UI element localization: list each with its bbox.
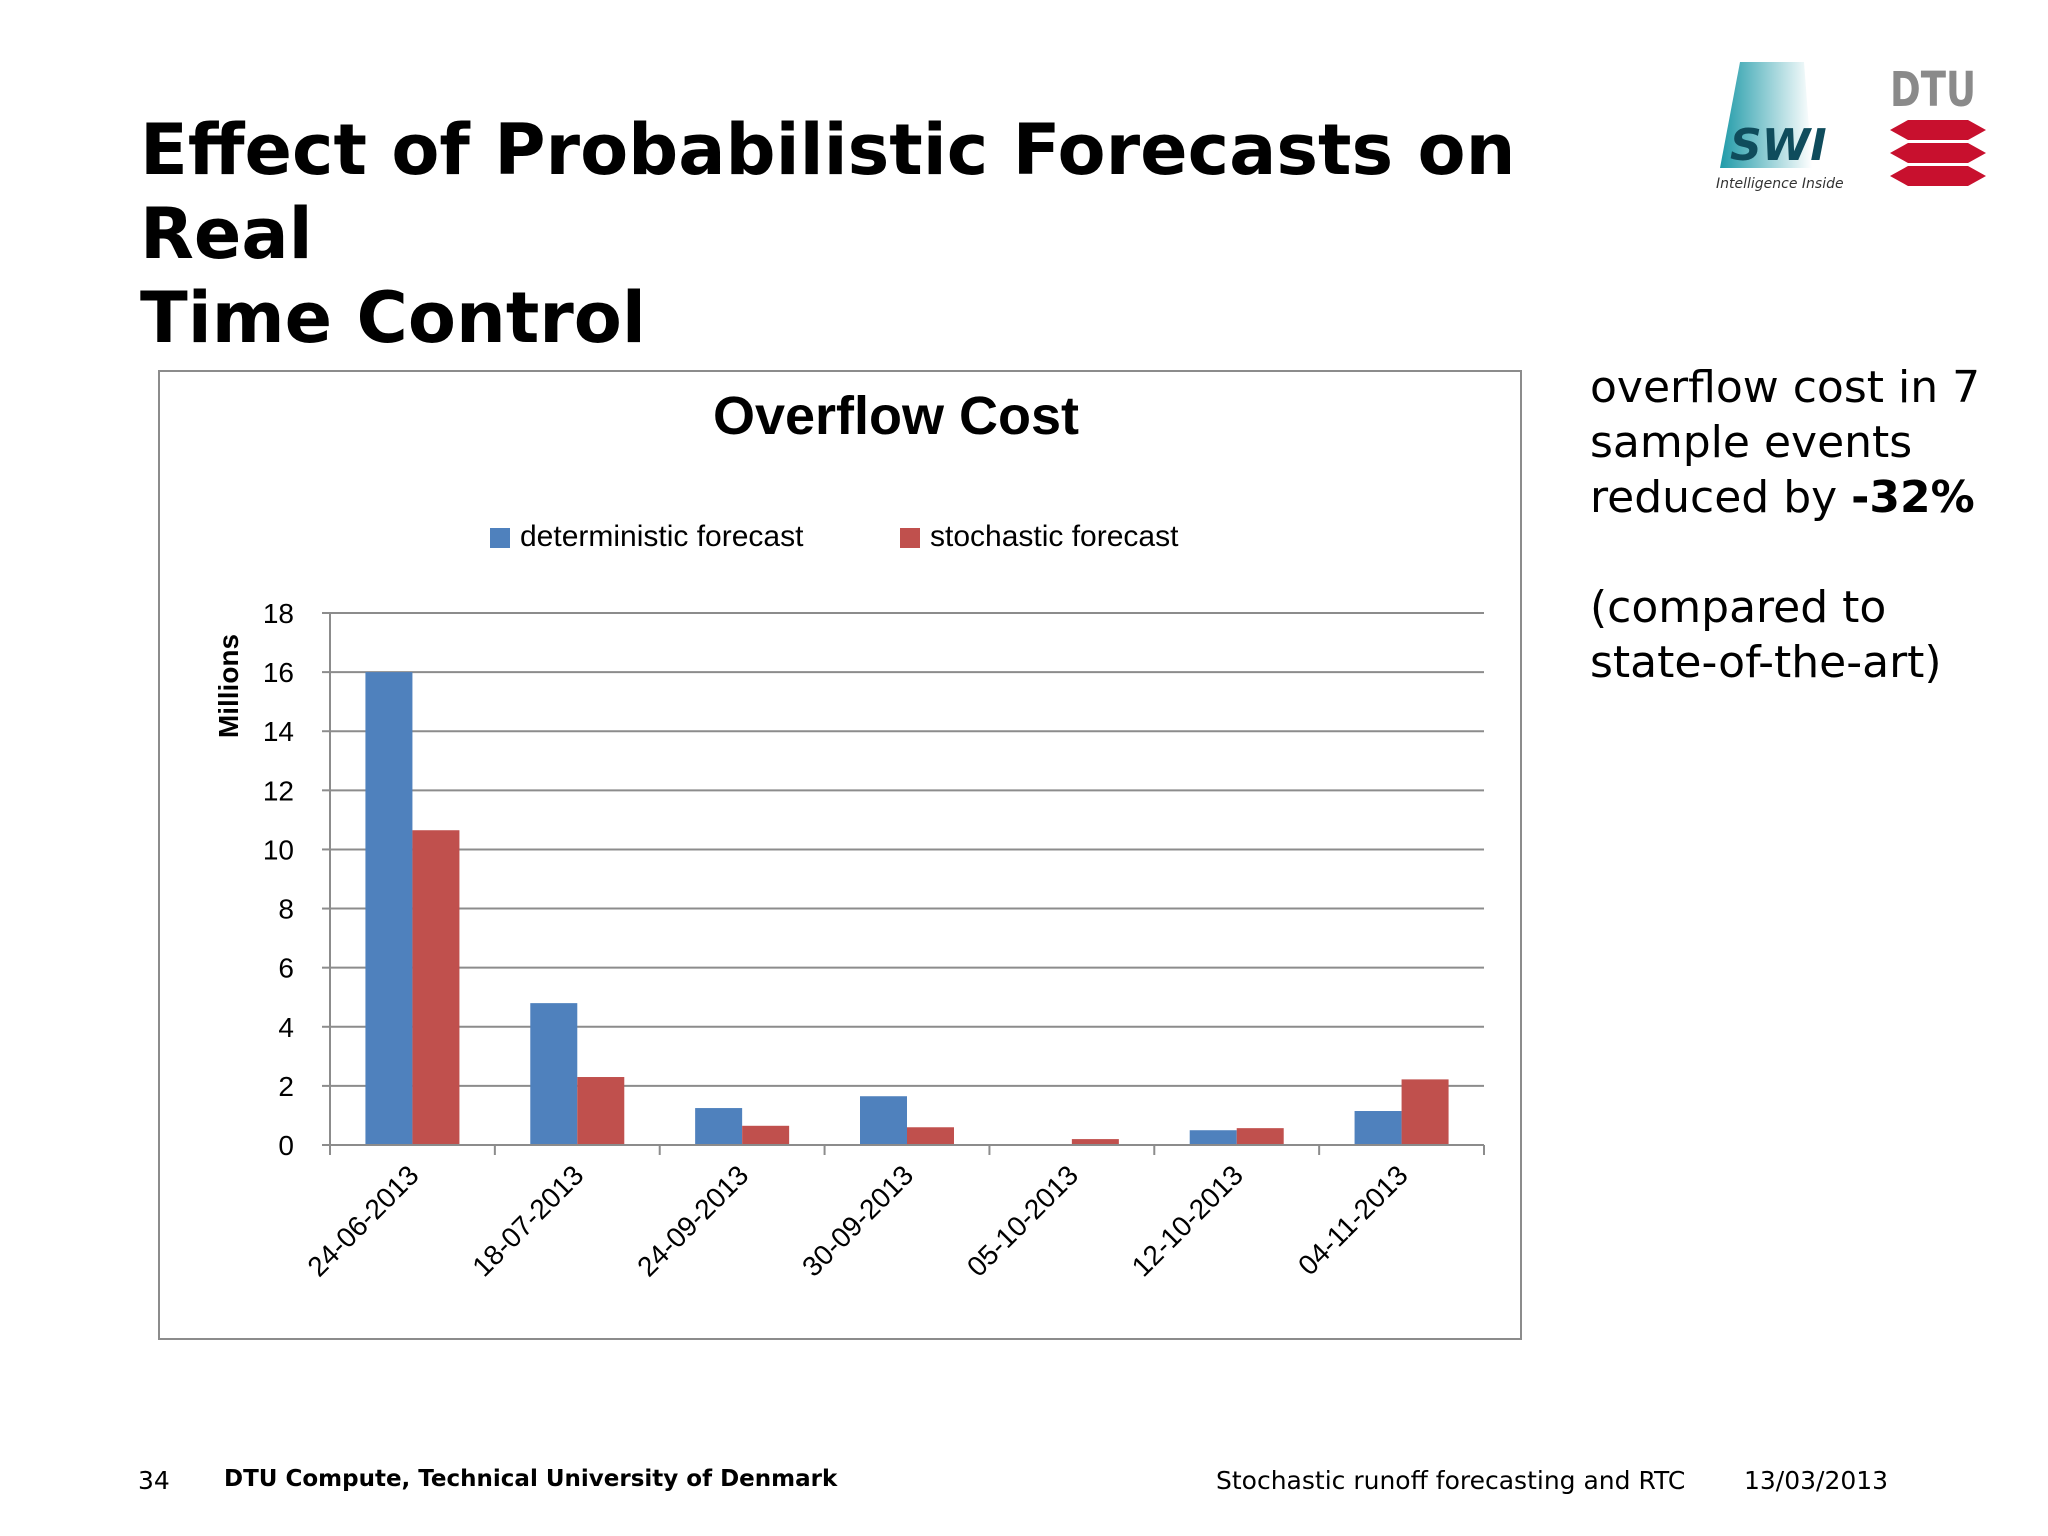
y-tick-label: 10 [263,834,294,865]
side-text-line2: sample events [1590,417,1913,468]
bar-deterministic-24-06-2013 [365,672,413,1145]
y-tick-label: 0 [278,1130,294,1161]
slide-title-line2: Time Control [140,277,646,359]
dtu-logo-stripes-icon [1890,120,1986,186]
x-tick-label: 24-06-2013 [301,1159,424,1282]
side-text: overflow cost in 7 sample events reduced… [1590,360,2030,690]
x-tick-label: 12-10-2013 [1126,1159,1249,1282]
bar-stochastic-04-11-2013 [1401,1079,1449,1145]
side-note-line2: state-of-the-art) [1590,637,1942,688]
footer-topic: Stochastic runoff forecasting and RTC [1216,1466,1686,1495]
bar-deterministic-12-10-2013 [1189,1130,1237,1145]
y-tick-label: 4 [278,1012,294,1043]
y-axis-label: Millions [213,634,244,738]
side-text-line3-prefix: reduced by [1590,472,1852,523]
footer-date: 13/03/2013 [1744,1466,1889,1495]
side-text-line3: reduced by -32% [1590,470,2030,525]
swi-logo-tagline: Intelligence Inside [1716,176,1844,192]
bar-deterministic-30-09-2013 [860,1096,907,1145]
y-tick-label: 12 [263,775,294,806]
bar-stochastic-12-10-2013 [1236,1128,1284,1145]
bar-stochastic-30-09-2013 [907,1127,954,1145]
bar-deterministic-04-11-2013 [1354,1111,1402,1145]
footer-organization: DTU Compute, Technical University of Den… [224,1466,838,1492]
legend-label-0: deterministic forecast [520,520,804,553]
swi-logo: SWI Intelligence Inside [1716,62,1844,192]
chart-legend: deterministic forecast stochastic forecas… [490,520,1179,553]
x-tick-label: 30-09-2013 [796,1159,919,1282]
overflow-cost-chart: Overflow Cost Millions deterministic for… [213,386,1485,1283]
legend-swatch-0 [490,528,510,548]
y-tick-label: 8 [278,894,294,925]
swi-logo-swoosh-icon [1720,62,1812,168]
bar-stochastic-05-10-2013 [1071,1139,1119,1145]
y-tick-label: 18 [263,598,294,629]
y-tick-label: 2 [278,1071,294,1102]
swi-logo-text: SWI [1730,120,1827,171]
dtu-logo-text: DTU [1890,62,1976,118]
reduction-value: -32% [1851,472,1975,523]
bar-deterministic-18-07-2013 [530,1003,578,1145]
chart-title: Overflow Cost [713,386,1079,446]
side-text-line1: overflow cost in 7 [1590,362,1981,413]
legend-swatch-1 [900,528,920,548]
bar-deterministic-24-09-2013 [695,1108,743,1145]
bar-stochastic-18-07-2013 [577,1077,625,1145]
footer-page-number: 34 [138,1466,170,1495]
y-tick-label: 14 [263,716,294,747]
y-tick-label: 16 [263,657,294,688]
bar-stochastic-24-06-2013 [412,830,460,1145]
x-tick-label: 24-09-2013 [631,1159,754,1282]
x-tick-label: 18-07-2013 [466,1159,589,1282]
bar-stochastic-24-09-2013 [742,1125,790,1145]
slide-title-line1: Effect of Probabilistic Forecasts on Rea… [140,109,1516,275]
slide-title: Effect of Probabilistic Forecasts on Rea… [140,108,1700,360]
x-tick-label: 05-10-2013 [961,1159,1084,1282]
dtu-logo: DTU [1890,62,1986,186]
side-note-line1: (compared to [1590,582,1887,633]
legend-label-1: stochastic forecast [930,520,1179,553]
y-tick-label: 6 [278,953,294,984]
x-tick-label: 04-11-2013 [1292,1159,1414,1281]
